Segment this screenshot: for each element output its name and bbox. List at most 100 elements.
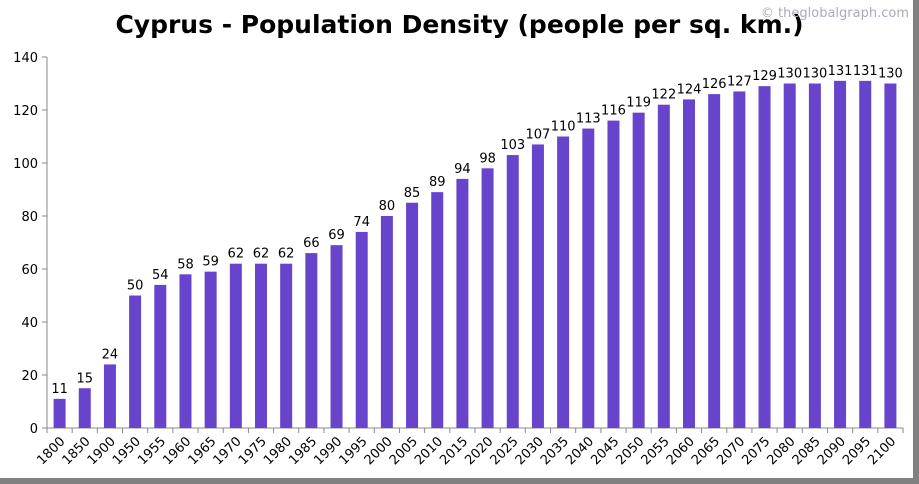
x-tick-label: 2015	[437, 434, 471, 468]
x-tick-label: 1900	[85, 434, 119, 468]
x-tick-label: 2025	[488, 434, 522, 468]
frame-shadow-right	[913, 0, 919, 484]
bar	[808, 83, 821, 428]
x-tick-label: 2010	[412, 434, 446, 468]
data-label: 24	[102, 347, 119, 362]
x-tick-label: 2030	[513, 434, 547, 468]
bar	[78, 388, 91, 428]
data-label: 103	[500, 138, 525, 153]
bar	[456, 178, 469, 428]
bar	[531, 144, 544, 428]
x-tick-label: 2000	[362, 434, 396, 468]
bar	[733, 91, 746, 428]
x-tick-label: 1985	[286, 434, 320, 468]
data-label: 98	[479, 151, 496, 166]
y-tick-label: 60	[21, 263, 38, 278]
data-label: 107	[526, 127, 551, 142]
data-label: 58	[177, 257, 194, 272]
data-label: 74	[353, 215, 370, 230]
data-label: 129	[752, 69, 777, 84]
x-tick-label: 2045	[588, 434, 622, 468]
x-tick-label: 2075	[739, 434, 773, 468]
x-tick-label: 1800	[34, 434, 68, 468]
y-tick-label: 40	[21, 316, 38, 331]
bar	[380, 216, 393, 428]
chart-title: Cyprus - Population Density (people per …	[115, 10, 804, 39]
y-tick-label: 100	[13, 157, 38, 172]
data-label: 11	[51, 382, 68, 397]
data-label: 116	[601, 104, 626, 119]
data-label: 130	[777, 67, 802, 82]
x-tick-label: 1850	[60, 434, 94, 468]
bar	[355, 231, 368, 428]
data-label: 89	[429, 175, 446, 190]
watermark: © theglobalgraph.com	[760, 6, 909, 21]
bar	[683, 99, 695, 429]
x-tick-label: 2020	[462, 434, 496, 468]
x-tick-label: 1995	[337, 434, 371, 468]
data-label: 127	[727, 74, 752, 89]
x-tick-label: 1950	[110, 434, 144, 468]
x-tick-label: 2085	[790, 434, 824, 468]
data-label: 80	[379, 199, 396, 214]
bar	[305, 253, 318, 428]
x-tick-label: 2080	[765, 434, 799, 468]
bar	[179, 274, 192, 428]
x-tick-label: 2005	[387, 434, 421, 468]
data-label: 62	[228, 247, 245, 262]
bar	[103, 364, 116, 428]
bar	[884, 83, 897, 428]
y-tick-label: 0	[30, 422, 38, 437]
bar	[506, 155, 519, 429]
x-tick-label: 1970	[211, 434, 245, 468]
x-tick-label: 1975	[236, 434, 270, 468]
data-label: 130	[878, 67, 903, 82]
data-label: 85	[404, 186, 421, 201]
x-tick-label: 1965	[185, 434, 219, 468]
x-tick-label: 2055	[639, 434, 673, 468]
data-label: 126	[702, 77, 727, 92]
bar	[708, 94, 721, 428]
x-tick-label: 2070	[714, 434, 748, 468]
data-label: 69	[328, 228, 345, 243]
data-label: 59	[202, 255, 219, 270]
bar	[582, 128, 595, 429]
data-label: 124	[677, 82, 702, 97]
data-label: 131	[828, 64, 853, 79]
bar	[280, 263, 293, 428]
data-label: 119	[626, 96, 651, 111]
bar	[154, 284, 167, 428]
data-label: 131	[853, 64, 878, 79]
x-tick-label: 2040	[563, 434, 597, 468]
y-tick-label: 120	[13, 104, 38, 119]
x-tick-label: 2090	[815, 434, 849, 468]
x-tick-label: 1980	[261, 434, 295, 468]
bar	[632, 112, 645, 429]
data-label: 66	[303, 236, 320, 251]
bar	[834, 80, 847, 428]
data-label: 122	[651, 88, 676, 103]
bar	[129, 295, 142, 428]
bar	[657, 104, 670, 428]
x-tick-label: 2100	[865, 434, 899, 468]
data-label: 54	[152, 268, 169, 283]
bar	[859, 80, 872, 428]
y-tick-label: 80	[21, 210, 38, 225]
y-tick-label: 140	[13, 51, 38, 66]
x-tick-label: 2095	[840, 434, 874, 468]
data-label: 50	[127, 279, 144, 294]
data-label: 62	[253, 247, 270, 262]
bar	[255, 263, 267, 428]
bar	[204, 271, 217, 428]
data-label: 110	[551, 120, 576, 135]
x-tick-label: 1955	[135, 434, 169, 468]
bar	[406, 202, 419, 428]
data-label: 15	[76, 371, 93, 386]
data-label: 130	[802, 67, 827, 82]
y-tick-label: 20	[21, 369, 38, 384]
x-tick-label: 2065	[689, 434, 723, 468]
bar	[229, 263, 242, 428]
x-tick-label: 2060	[664, 434, 698, 468]
